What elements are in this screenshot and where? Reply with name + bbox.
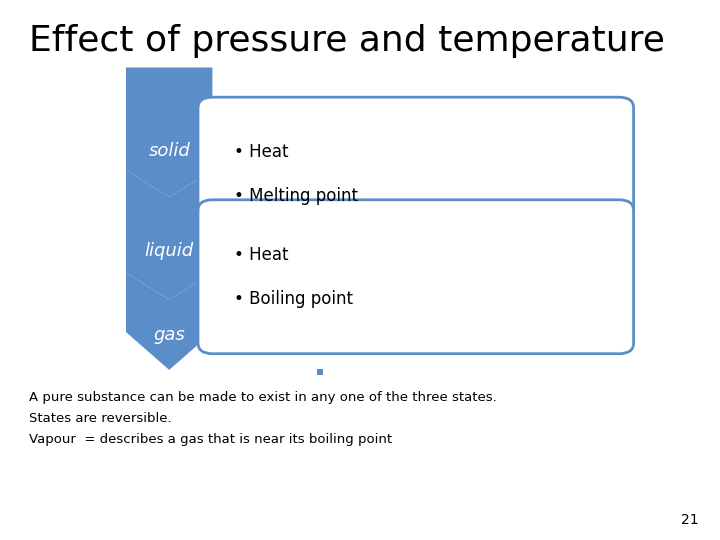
Text: • Heat: • Heat — [234, 246, 289, 264]
Text: • Boiling point: • Boiling point — [234, 290, 353, 308]
Text: • Melting point: • Melting point — [234, 187, 358, 205]
Text: 21: 21 — [681, 512, 698, 526]
Polygon shape — [126, 68, 212, 197]
Polygon shape — [126, 170, 212, 300]
Polygon shape — [126, 273, 212, 370]
Text: • Heat: • Heat — [234, 143, 289, 161]
Text: States are reversible.: States are reversible. — [29, 412, 171, 425]
Text: gas: gas — [153, 326, 185, 344]
Text: liquid: liquid — [145, 242, 194, 260]
FancyBboxPatch shape — [317, 369, 323, 375]
Text: A pure substance can be made to exist in any one of the three states.: A pure substance can be made to exist in… — [29, 392, 497, 404]
Text: Effect of pressure and temperature: Effect of pressure and temperature — [29, 24, 665, 58]
FancyBboxPatch shape — [198, 97, 634, 251]
FancyBboxPatch shape — [198, 200, 634, 354]
Text: Vapour  = describes a gas that is near its boiling point: Vapour = describes a gas that is near it… — [29, 433, 392, 446]
Text: solid: solid — [148, 142, 190, 160]
